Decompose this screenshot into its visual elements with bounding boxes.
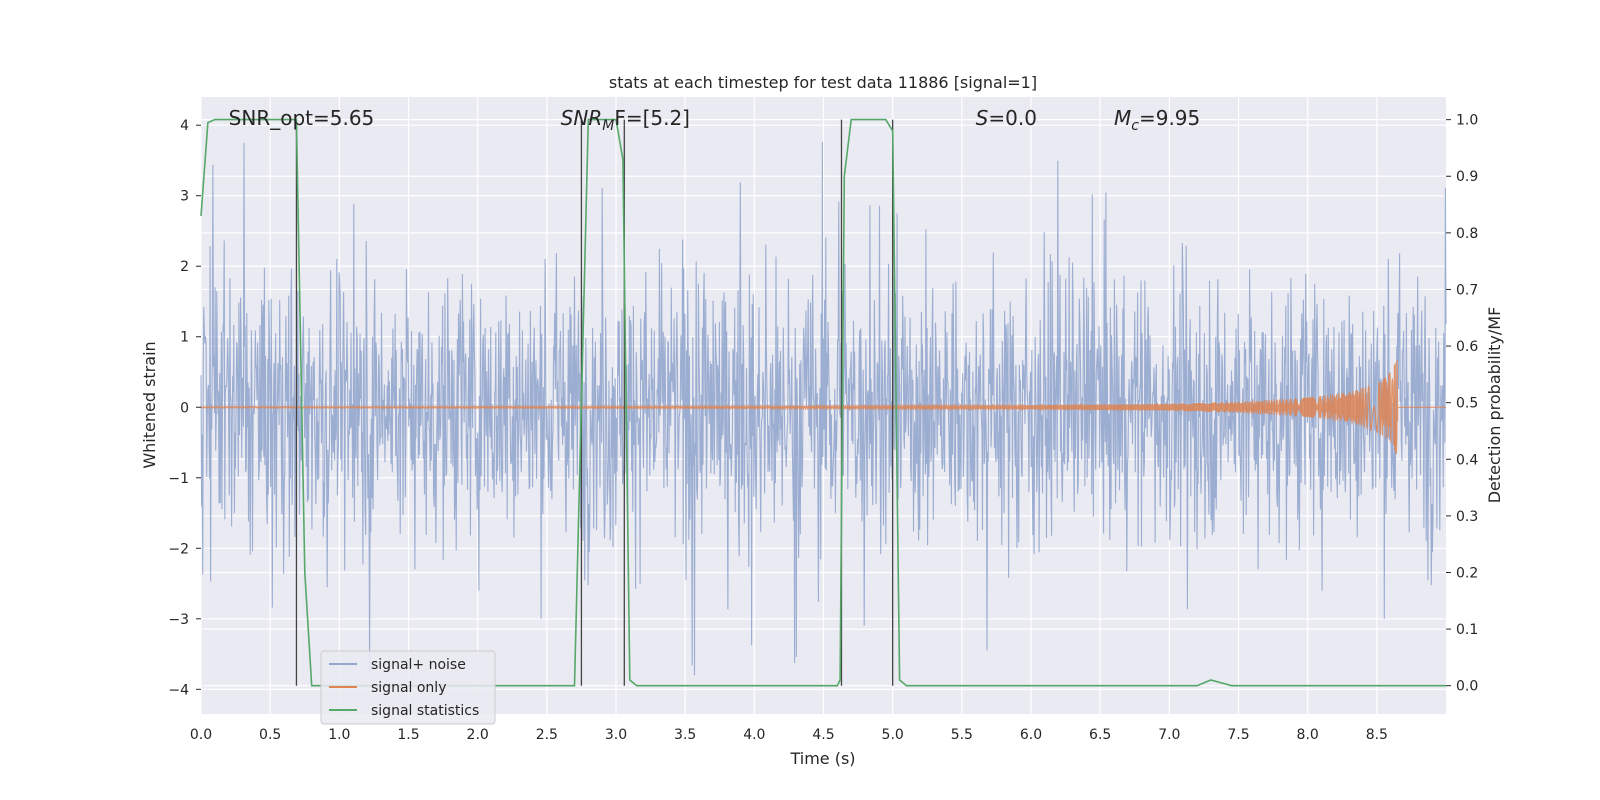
legend-label-stats: signal statistics	[371, 703, 479, 719]
x-tick-label: 6.0	[1020, 727, 1042, 743]
x-tick-label: 0.0	[190, 727, 212, 743]
signal-only-line	[200, 359, 1446, 454]
y-tick-label: 1	[180, 330, 189, 346]
y-tick-label: −2	[168, 541, 189, 557]
annotation-rest: =9.95	[1139, 106, 1200, 130]
annotation-base: S	[976, 106, 989, 130]
y-right-tick-label: 0.9	[1456, 169, 1478, 185]
y-axis-label-right: Detection probability/MF	[1485, 307, 1504, 504]
x-tick-label: 3.0	[605, 727, 627, 743]
y-right-tick-label: 0.2	[1456, 565, 1478, 581]
noise-series	[200, 141, 1447, 676]
legend: signal+ noise signal only signal statist…	[320, 650, 496, 725]
y-ticks-right: 1.0 0.9 0.8 0.7 0.6 0.5 0.4 0.3 0.2 0.1 0.0	[1446, 113, 1478, 695]
y-tick-label: 3	[180, 189, 189, 205]
y-tick-label: −3	[168, 612, 189, 628]
signal-series	[200, 359, 1446, 454]
annotation-2: S=0.0	[976, 106, 1037, 130]
x-tick-label: 1.0	[328, 727, 350, 743]
x-tick-label: 1.5	[397, 727, 419, 743]
y-right-tick-label: 1.0	[1456, 113, 1478, 129]
y-tick-label: 2	[180, 259, 189, 275]
x-tick-label: 6.5	[1089, 727, 1111, 743]
annotation-1: SNRMF=[5.2]	[561, 106, 690, 134]
y-ticks: 4 3 2 1 0 −1 −2 −3 −4	[168, 118, 201, 698]
x-tick-label: 5.5	[951, 727, 973, 743]
annotations: SNR_opt=5.65 SNRMF=[5.2] S=0.0 Mc=9.95	[229, 106, 1201, 134]
x-ticks: 0.0 0.5 1.0 1.5 2.0 2.5 3.0 3.5 4.0 4.5 5.0 5.5 6.0 6…	[190, 727, 1388, 743]
x-tick-label: 3.5	[674, 727, 696, 743]
y-right-tick-label: 0.3	[1456, 509, 1478, 525]
y-right-tick-label: 0.0	[1456, 679, 1478, 695]
annotation-rest: F=[5.2]	[614, 106, 690, 130]
legend-box	[320, 650, 496, 725]
x-tick-label: 4.5	[812, 727, 834, 743]
stats-series	[200, 118, 1446, 687]
y-right-tick-label: 0.5	[1456, 396, 1478, 412]
y-right-tick-label: 0.4	[1456, 452, 1478, 468]
y-axis-label: Whitened strain	[140, 341, 159, 468]
annotation-base: SNR	[561, 106, 603, 130]
x-tick-label: 2.5	[536, 727, 558, 743]
x-tick-label: 7.5	[1227, 727, 1249, 743]
y-right-tick-label: 0.7	[1456, 282, 1478, 298]
y-tick-label: 4	[180, 118, 189, 134]
y-tick-label: −1	[168, 471, 189, 487]
signal-noise-line	[200, 141, 1447, 676]
x-tick-label: 2.0	[467, 727, 489, 743]
annotation-base: M	[1114, 106, 1131, 130]
x-tick-label: 5.0	[882, 727, 904, 743]
x-axis-label: Time (s)	[789, 749, 855, 768]
x-tick-label: 0.5	[259, 727, 281, 743]
annotation-sub: M	[602, 118, 614, 134]
chart-title: stats at each timestep for test data 118…	[609, 73, 1037, 92]
annotation-rest: =0.0	[988, 106, 1037, 130]
annotation-0: SNR_opt=5.65	[229, 106, 375, 130]
y-tick-label: −4	[168, 682, 189, 698]
annotation-3: Mc=9.95	[1114, 106, 1200, 134]
y-right-tick-label: 0.1	[1456, 622, 1478, 638]
x-tick-label: 8.5	[1366, 727, 1388, 743]
annotation-sub: c	[1131, 118, 1139, 134]
y-tick-label: 0	[180, 400, 189, 416]
x-tick-label: 4.0	[743, 727, 765, 743]
legend-label-noise: signal+ noise	[371, 657, 466, 673]
y-right-tick-label: 0.6	[1456, 339, 1478, 355]
x-tick-label: 7.0	[1158, 727, 1180, 743]
signal-statistics-line	[200, 118, 1446, 687]
legend-label-signal: signal only	[371, 680, 446, 696]
y-right-tick-label: 0.8	[1456, 226, 1478, 242]
x-tick-label: 8.0	[1297, 727, 1319, 743]
